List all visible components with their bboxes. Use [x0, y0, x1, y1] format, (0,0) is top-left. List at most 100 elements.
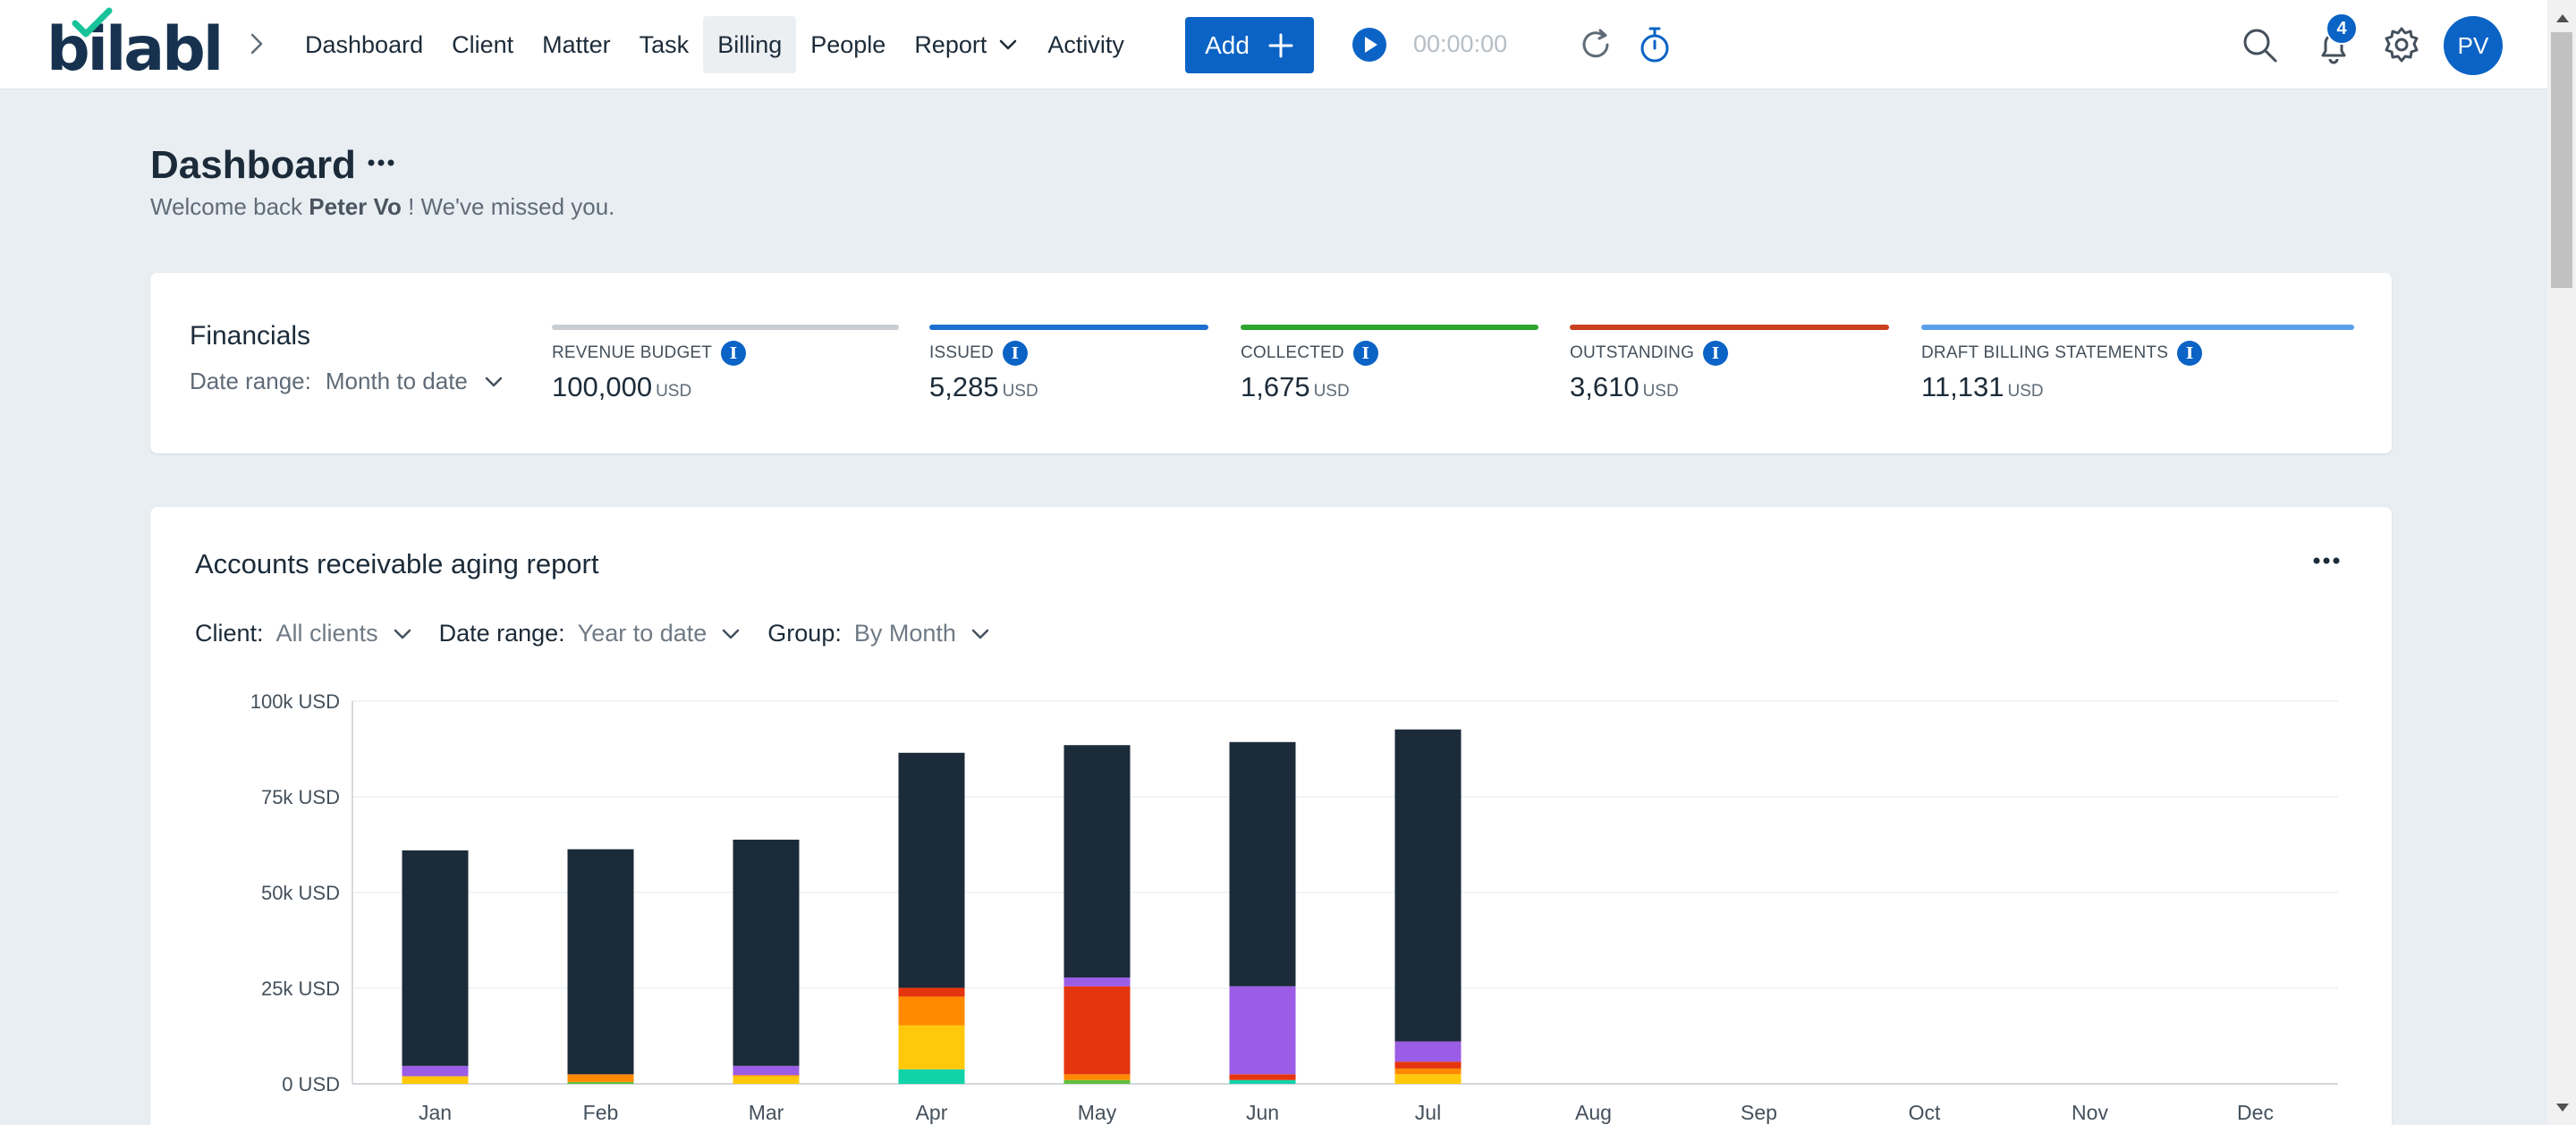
nav-billing[interactable]: Billing: [703, 16, 797, 73]
bar-segment-red: [898, 987, 965, 997]
nav-matter[interactable]: Matter: [528, 16, 625, 73]
search-icon[interactable]: [2241, 27, 2279, 64]
x-tick-label: May: [1078, 1101, 1117, 1124]
bar-segment-dark: [402, 850, 469, 1066]
filter-label: Group:: [767, 620, 842, 647]
add-button-label: Add: [1205, 30, 1250, 59]
ar-filters: Client: All clients Date range: Year to …: [195, 620, 1017, 647]
client-filter[interactable]: Client: All clients: [195, 620, 414, 647]
y-tick-label: 0 USD: [282, 1073, 340, 1095]
metric-bar: [552, 325, 899, 330]
metric-value-number: 5,285: [929, 371, 999, 402]
page-title: Dashboard: [150, 143, 356, 187]
metric-label: OUTSTANDING i: [1570, 341, 1889, 366]
bar-segment-red: [1394, 1062, 1462, 1069]
scroll-down-arrow-icon[interactable]: [2556, 1104, 2569, 1112]
nav-task-label: Task: [639, 31, 690, 58]
nav-activity[interactable]: Activity: [1033, 16, 1139, 73]
bar-segment-green: [567, 1081, 634, 1084]
more-horizontal-icon[interactable]: [2313, 554, 2340, 568]
refresh-icon[interactable]: [1578, 27, 1614, 63]
bar-segment-yellow: [898, 1025, 965, 1070]
filter-label: Date range:: [438, 620, 565, 647]
metric-label-text: ISSUED: [929, 343, 994, 362]
x-tick-label: Apr: [916, 1101, 948, 1124]
info-icon[interactable]: i: [1002, 341, 1028, 366]
y-tick-label: 75k USD: [261, 786, 340, 808]
group-filter[interactable]: Group: By Month: [767, 620, 992, 647]
metric-value: 5,285 USD: [929, 371, 1208, 403]
nav-report[interactable]: Report: [900, 16, 1033, 73]
metric-draft-billing-statements: DRAFT BILLING STATEMENTS i 11,131 USD: [1921, 325, 2354, 403]
play-timer-icon[interactable]: [1352, 27, 1387, 63]
info-icon[interactable]: i: [2177, 341, 2203, 366]
nav-dashboard-label: Dashboard: [305, 31, 424, 58]
scroll-thumb[interactable]: [2551, 32, 2572, 288]
user-avatar[interactable]: PV: [2444, 16, 2503, 75]
filter-value: By Month: [853, 620, 956, 647]
chevron-down-icon: [485, 376, 503, 386]
y-tick-label: 100k USD: [250, 690, 340, 713]
metric-unit: USD: [1002, 382, 1038, 401]
financials-title: Financials: [190, 321, 311, 351]
nav-people[interactable]: People: [796, 16, 900, 73]
top-navigation-bar: bilabl Dashboard Client Matter Task Bill…: [0, 0, 2547, 89]
date-range-label: Date range:: [190, 368, 311, 394]
metric-label: COLLECTED i: [1241, 341, 1538, 366]
chevron-right-icon[interactable]: [243, 30, 270, 57]
page-scrollbar[interactable]: [2547, 0, 2576, 1125]
bar-segment-yellow: [1394, 1074, 1462, 1084]
bilabl-logo[interactable]: bilabl: [47, 7, 224, 80]
metric-value: 11,131 USD: [1921, 371, 2354, 403]
filter-label: Client:: [195, 620, 264, 647]
timer-display: 00:00:00: [1413, 30, 1508, 57]
nav-task[interactable]: Task: [625, 16, 704, 73]
metric-value-number: 1,675: [1241, 371, 1310, 402]
x-tick-label: Oct: [1909, 1101, 1941, 1124]
financials-card: Financials Date range: Month to date REV…: [150, 273, 2392, 453]
x-tick-label: Aug: [1575, 1101, 1612, 1124]
metric-label: ISSUED i: [929, 341, 1208, 366]
metric-bar: [1570, 325, 1889, 330]
metric-outstanding: OUTSTANDING i 3,610 USD: [1570, 325, 1889, 403]
nav-client[interactable]: Client: [437, 16, 528, 73]
bar-segment-purple: [1394, 1041, 1462, 1062]
metric-value-number: 3,610: [1570, 371, 1640, 402]
more-horizontal-icon[interactable]: [367, 154, 395, 172]
x-tick-label: Mar: [749, 1101, 784, 1124]
stopwatch-icon[interactable]: [1637, 25, 1673, 64]
welcome-prefix: Welcome back: [150, 193, 303, 220]
gear-icon[interactable]: [2383, 26, 2420, 63]
x-tick-label: Nov: [2072, 1101, 2108, 1124]
chevron-down-icon: [394, 629, 411, 639]
check-icon: [72, 7, 113, 38]
metric-label: DRAFT BILLING STATEMENTS i: [1921, 341, 2354, 366]
bar-segment-orange: [898, 996, 965, 1026]
bar-segment-dark: [1063, 745, 1131, 978]
bar-segment-purple: [1063, 977, 1131, 986]
bar-segment-dark: [1229, 741, 1296, 986]
chevron-down-icon: [1000, 39, 1017, 50]
info-icon[interactable]: i: [1703, 341, 1729, 366]
metric-issued: ISSUED i 5,285 USD: [929, 325, 1208, 403]
info-icon[interactable]: i: [1352, 341, 1378, 366]
filter-value: All clients: [275, 620, 378, 647]
nav-dashboard[interactable]: Dashboard: [291, 16, 437, 73]
info-icon[interactable]: i: [721, 341, 747, 366]
metric-unit: USD: [1642, 382, 1679, 401]
date-range-filter[interactable]: Date range: Year to date: [439, 620, 743, 647]
bar-segment-dark: [898, 752, 965, 988]
metric-label-text: OUTSTANDING: [1570, 343, 1695, 362]
bar-segment-dark: [1394, 729, 1462, 1042]
nav-matter-label: Matter: [542, 31, 611, 58]
ar-aging-report-card: Accounts receivable aging report Client:…: [150, 507, 2392, 1125]
nav-activity-label: Activity: [1047, 31, 1124, 58]
bar-segment-dark: [733, 839, 800, 1066]
bar-segment-orange: [1063, 1074, 1131, 1080]
add-button[interactable]: Add: [1185, 17, 1314, 73]
plus-icon: [1268, 33, 1293, 57]
financials-date-range[interactable]: Date range: Month to date: [190, 368, 505, 395]
y-tick-label: 25k USD: [261, 977, 340, 1000]
bar-segment-orange: [733, 1075, 800, 1077]
scroll-up-arrow-icon[interactable]: [2556, 14, 2569, 22]
